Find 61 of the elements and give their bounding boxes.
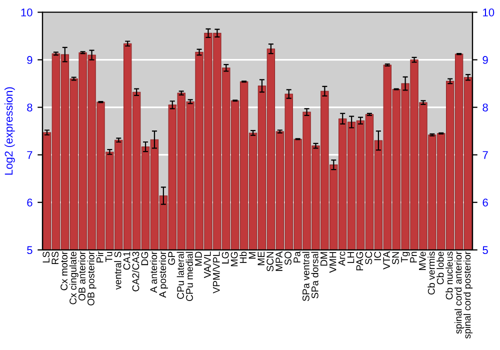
x-tick-label: Cb lobe xyxy=(436,252,444,284)
x-tick-label: LS xyxy=(42,252,50,262)
y-tick-label: 6 xyxy=(27,198,32,207)
x-tick-label: VA/VL xyxy=(204,252,211,278)
x-tick-label: MG xyxy=(230,252,238,266)
x-tick-label: GP xyxy=(168,252,176,265)
x-tick-label: spinal cord posterior xyxy=(463,251,473,339)
x-tick-label: SC xyxy=(365,252,372,264)
x-tick-label: OB anterior xyxy=(78,251,86,301)
x-tick-label: M xyxy=(248,252,256,259)
x-tick-label: CA1 xyxy=(123,252,130,270)
x-tick-label: spinal cord anterior xyxy=(454,251,464,334)
y-tick-label: 5 xyxy=(27,246,32,254)
x-tick-label: Cx cingulate xyxy=(69,252,78,304)
x-tick-label: SN xyxy=(392,252,399,264)
x-tick-label: RS xyxy=(52,252,59,264)
x-tick-label: LH xyxy=(347,252,354,263)
x-tick-label: VPM/VPL xyxy=(212,252,220,294)
x-tick-label: SCN xyxy=(266,252,274,272)
x-tick-label: Tu xyxy=(106,252,112,262)
y-tick-label: 8 xyxy=(27,104,32,112)
x-tick-label: PAG xyxy=(356,252,364,270)
x-tick-label: MPA xyxy=(276,251,282,271)
x-tick-label: Cx motor xyxy=(60,251,68,290)
x-tick-label: MD xyxy=(195,252,202,266)
x-tick-label: CPu medial xyxy=(186,252,193,302)
y-tick-label: 7 xyxy=(27,151,32,159)
y2-tick-label: 10 xyxy=(483,8,494,16)
x-tick-label: Arc xyxy=(338,252,346,266)
x-tick-label: Tg xyxy=(401,252,410,262)
y2-tick-label: 7 xyxy=(482,151,488,159)
x-tick-label: A posterior xyxy=(158,251,168,298)
x-tick-label: A anterior xyxy=(150,251,158,293)
x-tick-label: CA2/CA3 xyxy=(132,252,140,292)
x-tick-label: SO xyxy=(284,252,292,265)
x-tick-label: SPa dorsal xyxy=(311,252,318,298)
y2-tick-label: 6 xyxy=(482,198,488,207)
y2-tick-label: 5 xyxy=(482,246,488,254)
x-tick-label: DM xyxy=(320,252,328,266)
x-tick-label: ventral S xyxy=(114,252,122,290)
x-tick-label: Pn xyxy=(410,252,417,262)
x-tick-label: Cb nucleus xyxy=(446,252,453,300)
x-tick-label: VMH xyxy=(329,252,336,273)
y-tick-label: 10 xyxy=(21,8,32,16)
x-tick-label: ME xyxy=(258,252,264,266)
x-tick-label: Pir xyxy=(96,251,104,262)
x-tick-label: CPu lateral xyxy=(176,252,184,299)
y2-tick-label: 9 xyxy=(482,56,488,64)
x-tick-label: OB posterior xyxy=(87,251,96,306)
y-tick-label: 9 xyxy=(27,56,32,64)
x-tick-label: VTA xyxy=(383,251,390,270)
x-tick-label: Cb vermis xyxy=(428,252,435,295)
x-tick-label: Pa xyxy=(294,251,300,262)
y-axis-title: Log2 (expression) xyxy=(4,87,15,175)
x-tick-label: SPa ventral xyxy=(302,252,310,302)
x-tick-label: MVe xyxy=(419,252,426,270)
x-tick-label: Hb xyxy=(240,252,247,263)
x-tick-label: IC xyxy=(374,252,382,260)
y2-tick-label: 8 xyxy=(482,104,488,112)
x-tick-label: DG xyxy=(141,252,148,266)
x-tick-label: LG xyxy=(222,252,229,264)
